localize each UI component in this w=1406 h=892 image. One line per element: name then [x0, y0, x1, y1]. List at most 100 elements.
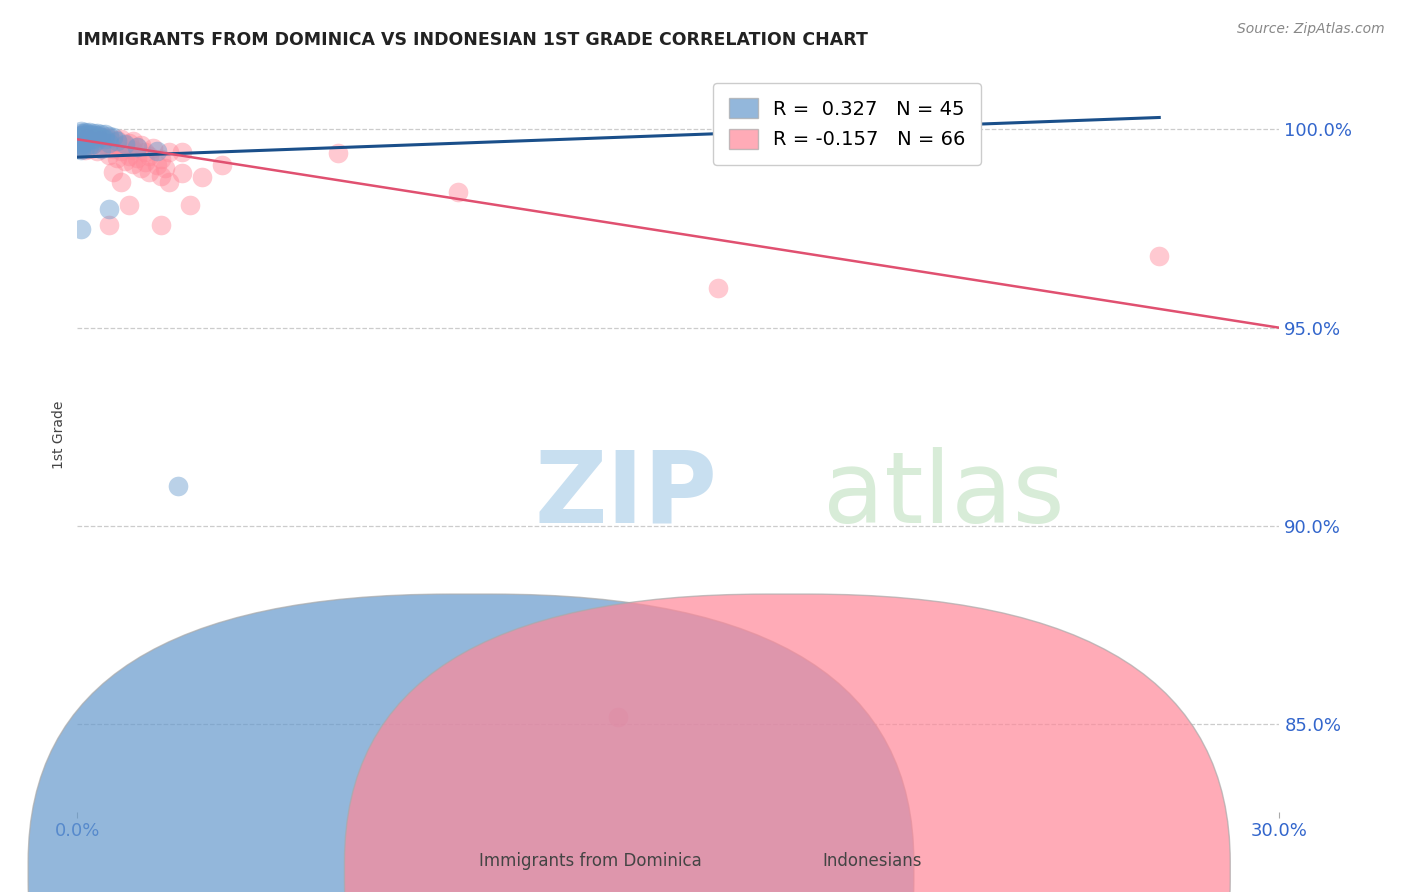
Point [70, 126, 93, 140]
Point [90, 139, 112, 153]
Point [98, 136, 121, 150]
Point [79, 138, 101, 153]
Point [131, 161, 153, 175]
Point [75, 125, 97, 139]
Point [82, 128, 104, 142]
Point [107, 134, 129, 148]
Point [75, 131, 97, 145]
Point [127, 140, 149, 154]
Point [179, 198, 201, 212]
Point [70, 141, 93, 155]
Point [326, 146, 349, 161]
Point [150, 152, 173, 166]
Point [170, 166, 193, 180]
Point [103, 130, 125, 145]
Point [110, 131, 132, 145]
Point [159, 175, 181, 189]
Point [70, 135, 93, 149]
Point [107, 140, 129, 154]
Point [107, 151, 129, 165]
Point [90, 142, 112, 156]
Point [70, 141, 93, 155]
Point [79, 127, 101, 141]
Point [118, 148, 141, 162]
Point [150, 218, 173, 232]
Text: Source: ZipAtlas.com: Source: ZipAtlas.com [1237, 22, 1385, 37]
Point [82, 137, 104, 152]
Point [138, 165, 160, 179]
Point [86, 126, 108, 140]
Text: atlas: atlas [823, 447, 1064, 543]
Point [79, 129, 101, 144]
Point [82, 137, 104, 152]
Point [159, 145, 181, 159]
Point [166, 479, 188, 493]
Point [75, 140, 97, 154]
Point [79, 125, 101, 139]
Point [75, 139, 97, 153]
Point [131, 138, 153, 153]
Point [82, 132, 104, 146]
Point [447, 185, 470, 199]
Point [94, 127, 117, 141]
Point [211, 158, 233, 172]
Point [138, 149, 160, 163]
Point [70, 131, 93, 145]
Point [79, 133, 101, 147]
Point [79, 142, 101, 156]
Point [75, 136, 97, 150]
Text: ZIP: ZIP [534, 447, 717, 543]
Point [70, 136, 93, 151]
Point [70, 128, 93, 143]
Point [90, 130, 112, 145]
Point [86, 135, 108, 149]
Point [70, 139, 93, 153]
Text: Indonesians: Indonesians [823, 852, 921, 870]
Point [127, 152, 149, 166]
Point [86, 134, 108, 148]
Point [98, 148, 121, 162]
Point [114, 137, 136, 152]
Point [75, 126, 97, 140]
Point [98, 218, 121, 232]
Point [142, 141, 165, 155]
Point [70, 132, 93, 146]
Point [1149, 249, 1171, 263]
Point [134, 145, 156, 159]
Point [82, 126, 104, 140]
Point [127, 140, 149, 154]
Point [70, 221, 93, 235]
Point [98, 202, 121, 216]
Point [75, 135, 97, 149]
Point [170, 145, 193, 160]
Point [607, 709, 630, 723]
Point [110, 175, 132, 189]
Point [70, 133, 93, 147]
Point [103, 142, 125, 156]
Point [86, 129, 108, 144]
Point [103, 136, 125, 150]
Point [86, 144, 108, 158]
Point [110, 145, 132, 159]
Point [70, 129, 93, 144]
Point [134, 154, 156, 169]
Point [107, 134, 129, 148]
Point [122, 157, 145, 171]
Point [94, 137, 117, 152]
Point [146, 158, 169, 172]
Legend: R =  0.327   N = 45, R = -0.157   N = 66: R = 0.327 N = 45, R = -0.157 N = 66 [713, 83, 981, 165]
Point [118, 136, 141, 150]
Point [150, 169, 173, 184]
Point [118, 198, 141, 212]
Point [94, 129, 117, 144]
Y-axis label: 1st Grade: 1st Grade [52, 401, 66, 469]
Point [98, 128, 121, 143]
Point [190, 169, 212, 184]
Point [146, 145, 169, 159]
Point [70, 138, 93, 153]
Text: IMMIGRANTS FROM DOMINICA VS INDONESIAN 1ST GRADE CORRELATION CHART: IMMIGRANTS FROM DOMINICA VS INDONESIAN 1… [77, 31, 869, 49]
Point [90, 133, 112, 147]
Point [75, 130, 97, 145]
Point [70, 128, 93, 142]
Point [155, 161, 177, 176]
